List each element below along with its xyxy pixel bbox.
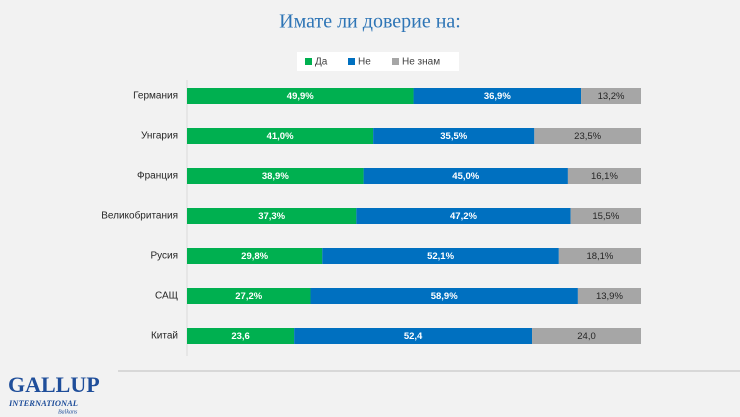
seg-label: 37,3%: [258, 211, 285, 222]
seg-label: 41,0%: [267, 131, 294, 142]
bar-segment: [534, 128, 641, 144]
legend-swatch: [392, 58, 399, 65]
seg-label: 52,1%: [427, 251, 454, 262]
y-tick-label: Франция: [137, 171, 178, 182]
bar-segment: [532, 328, 641, 344]
chart-title: Имате ли доверие на:: [279, 11, 461, 33]
seg-label: 38,9%: [262, 171, 289, 182]
seg-label: 29,8%: [241, 251, 268, 262]
legend-label: Не знам: [402, 57, 440, 68]
seg-label: 35,5%: [440, 131, 467, 142]
seg-label: 49,9%: [287, 91, 314, 102]
y-tick-label: Унгария: [141, 131, 178, 142]
legend-label: Да: [315, 57, 328, 68]
y-tick-label: Китай: [151, 331, 178, 342]
seg-label: 24,0: [577, 331, 596, 342]
bar-segment: [577, 288, 641, 304]
y-tick-label: Великобритания: [101, 210, 178, 222]
seg-label: 58,9%: [431, 291, 458, 302]
bar-segment: [322, 248, 559, 264]
seg-label: 47,2%: [450, 211, 477, 222]
bar-segment: [187, 128, 374, 144]
logo-line3: Balkans: [58, 409, 78, 415]
bar-segment: [187, 88, 414, 104]
legend-swatch: [348, 58, 355, 65]
bar-segment: [294, 328, 533, 344]
legend-label: Не: [358, 57, 371, 68]
seg-label: 13,9%: [596, 291, 623, 302]
seg-label: 27,2%: [235, 291, 262, 302]
y-tick-label: Русия: [150, 251, 178, 262]
bar-segment: [570, 208, 641, 224]
bar-segment: [558, 248, 641, 264]
seg-label: 18,1%: [586, 251, 613, 262]
legend-box: [297, 52, 459, 71]
bar-segment: [187, 208, 357, 224]
bar-segment: [187, 248, 323, 264]
bar-segment: [413, 88, 582, 104]
y-tick-label: САЩ: [155, 291, 178, 302]
logo-line2: INTERNATIONAL: [8, 398, 78, 408]
bar-segment: [363, 168, 568, 184]
seg-label: 36,9%: [484, 91, 511, 102]
seg-label: 52,4: [404, 331, 423, 342]
bar-segment: [187, 328, 295, 344]
bar-segment: [310, 288, 578, 304]
bar-segment: [567, 168, 641, 184]
bar-segment: [581, 88, 641, 104]
bar-segment: [187, 288, 311, 304]
logo-name: GALLUP: [8, 372, 100, 397]
bar-segment: [356, 208, 571, 224]
bar-segment: [373, 128, 535, 144]
seg-label: 15,5%: [592, 211, 619, 222]
seg-label: 23,6: [231, 331, 250, 342]
seg-label: 16,1%: [591, 171, 618, 182]
seg-label: 45,0%: [452, 171, 479, 182]
seg-label: 23,5%: [574, 131, 601, 142]
seg-label: 13,2%: [598, 91, 625, 102]
legend-swatch: [305, 58, 312, 65]
bar-segment: [187, 168, 364, 184]
y-tick-label: Германия: [133, 91, 178, 102]
